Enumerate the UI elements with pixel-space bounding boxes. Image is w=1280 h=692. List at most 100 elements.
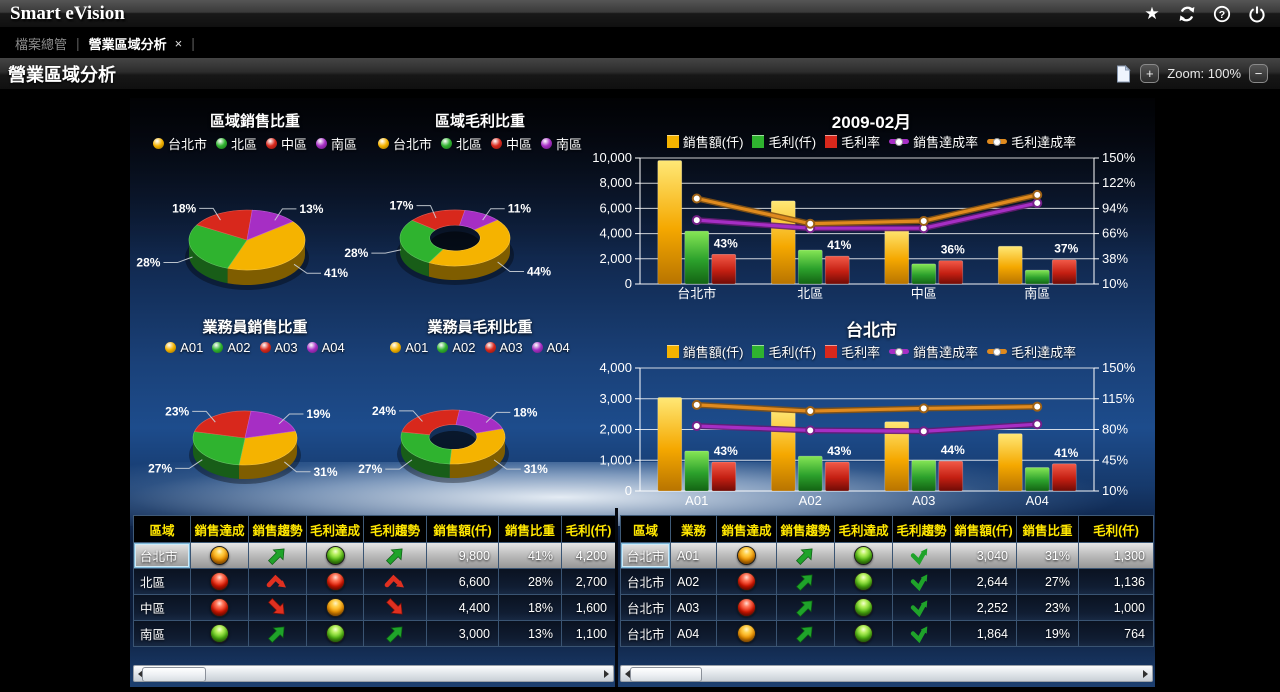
table-row[interactable]: 台北市 9,800 41% 4,200 — [133, 542, 616, 569]
trend-cell — [363, 594, 427, 621]
legend-label: 中區 — [506, 137, 533, 152]
status-ball-green-icon — [854, 598, 873, 617]
value-cell: 1,136 — [1078, 568, 1154, 595]
svg-text:18%: 18% — [513, 405, 537, 419]
table-row[interactable]: 台北市 A03 2,252 23% 1,000 — [620, 594, 1154, 621]
svg-text:8,000: 8,000 — [599, 175, 632, 190]
table-row[interactable]: 南區 3,000 13% 1,100 — [133, 620, 616, 647]
table-row[interactable]: 台北市 A04 1,864 19% 764 — [620, 620, 1154, 647]
legend-label: 毛利(仟) — [768, 345, 817, 360]
status-ball-orange-icon — [737, 624, 756, 643]
trend-cell — [248, 620, 307, 647]
column-header: 銷售額(仟) — [426, 515, 499, 543]
bar-yellow — [997, 433, 1023, 492]
value-cell: 2,252 — [950, 594, 1017, 621]
zoom-in-button[interactable]: + — [1140, 64, 1160, 83]
trend-cell — [776, 620, 835, 647]
trend-cell — [892, 620, 951, 647]
scroll-right-arrow[interactable] — [1139, 666, 1152, 681]
scroll-left-arrow[interactable] — [134, 666, 147, 681]
table-row[interactable]: 北區 6,600 28% 2,700 — [133, 568, 616, 595]
region-summary-table: 區域 銷售達成 銷售趨勢 毛利達成 毛利趨勢 銷售額(仟) 銷售比重 毛利(仟) 台北市 9,80… — [133, 515, 616, 647]
trend-cell — [892, 568, 951, 595]
value-cell: 27% — [1016, 568, 1079, 595]
legend-item: 毛利達成率 — [987, 342, 1076, 361]
status-ball-orange-icon — [210, 546, 229, 565]
legend-dot-icon — [484, 342, 496, 353]
table-row[interactable]: 台北市 A02 2,644 27% 1,136 — [620, 568, 1154, 595]
left-table-scrollbar[interactable] — [133, 665, 614, 682]
right-table-scrollbar[interactable] — [620, 665, 1153, 682]
app-title: Smart eVision — [10, 2, 125, 24]
trend-up-arrow-icon — [796, 548, 813, 565]
scrollbar-thumb[interactable] — [142, 667, 206, 682]
combo-chart-block: 台北市 銷售額(仟) 毛利(仟) 毛利率 銷售達成率 毛利達成率 0 10% 1,000 45% 2… — [588, 302, 1155, 518]
legend-item: A03 — [484, 340, 523, 355]
line-marker — [691, 420, 702, 431]
bar-yellow — [657, 160, 683, 285]
legend-label: A02 — [227, 340, 251, 355]
svg-text:44%: 44% — [941, 443, 965, 457]
zoom-out-button[interactable]: − — [1249, 64, 1268, 83]
svg-text:19%: 19% — [306, 407, 330, 421]
legend-item: A01 — [165, 340, 203, 355]
region-cell: 南區 — [133, 620, 191, 647]
refresh-icon[interactable] — [1178, 5, 1196, 23]
trend-check-arrow-icon — [910, 626, 928, 644]
table-body: 台北市 9,800 41% 4,200 北區 6,600 28% 2,700 中區 4,400 18… — [133, 542, 616, 647]
legend-item: 毛利率 — [825, 132, 880, 151]
pie-chart: 31% 27% 23% 19% — [148, 404, 338, 484]
line-marker — [1032, 198, 1043, 208]
scrollbar-thumb[interactable] — [630, 667, 702, 682]
svg-text:?: ? — [1219, 9, 1225, 21]
legend-item: 銷售額(仟) — [666, 132, 743, 151]
region-cell: 台北市 — [620, 594, 671, 621]
new-page-icon[interactable] — [1114, 64, 1132, 83]
favorite-icon[interactable]: ★ — [1144, 3, 1160, 23]
tab-file-explorer[interactable]: 檔案總管 — [15, 36, 68, 52]
legend-label: 中區 — [281, 137, 308, 152]
chart-title: 2009-02月 — [831, 113, 912, 132]
bar-red — [711, 253, 737, 285]
legend-item: 毛利率 — [825, 342, 880, 361]
legend-item: A04 — [306, 340, 345, 355]
svg-text:150%: 150% — [1102, 360, 1136, 375]
legend-line-icon — [889, 137, 910, 146]
bar-yellow — [770, 409, 796, 492]
legend-dot-icon — [212, 342, 224, 353]
legend-dot-icon — [440, 138, 452, 149]
scroll-right-arrow[interactable] — [600, 666, 613, 681]
tab-close-icon[interactable]: × — [174, 35, 183, 51]
table-row[interactable]: 中區 4,400 18% 1,600 — [133, 594, 616, 621]
legend-dot-icon — [316, 138, 328, 149]
scroll-left-arrow[interactable] — [621, 666, 634, 681]
legend-dot-icon — [259, 342, 271, 353]
header-row: 區域 業務 銷售達成 銷售趨勢 毛利達成 毛利趨勢 銷售額(仟) 銷售比重 毛利(仟) — [620, 515, 1154, 543]
legend-dot-icon — [152, 138, 164, 149]
status-cell — [306, 568, 364, 595]
toolbar-right: + Zoom: 100% − — [1114, 64, 1280, 83]
svg-text:31%: 31% — [524, 462, 548, 476]
legend-item: 台北市 — [377, 134, 432, 153]
value-cell: 13% — [498, 620, 562, 647]
table-row[interactable]: 台北市 A01 3,040 31% 1,300 — [620, 542, 1154, 569]
svg-text:4,000: 4,000 — [599, 226, 632, 241]
value-cell: 19% — [1016, 620, 1079, 647]
column-header: 毛利(仟) — [1078, 515, 1154, 543]
legend-dot-icon — [165, 342, 177, 353]
chart-title: 台北市 — [846, 321, 897, 340]
dashboard-canvas: 區域銷售比重 台北市 北區 中區 南區 41% 28% 18% 13% 區域毛利比重 台北市 北區 中區… — [130, 98, 1155, 687]
power-icon[interactable] — [1248, 5, 1266, 23]
app-header: Smart eVision ★ ? — [0, 0, 1280, 28]
svg-text:6,000: 6,000 — [599, 200, 632, 215]
legend-label: A03 — [499, 340, 523, 355]
svg-text:41%: 41% — [1054, 446, 1078, 460]
tab-sales-region-analysis[interactable]: 營業區域分析 — [88, 36, 167, 52]
region-cell: 台北市 — [133, 542, 191, 569]
column-header: 銷售額(仟) — [950, 515, 1017, 543]
legend-item: 南區 — [541, 134, 582, 153]
pie-chart: 44% 28% 17% 11% — [344, 199, 551, 285]
svg-text:23%: 23% — [165, 404, 189, 418]
legend-label: A02 — [452, 340, 476, 355]
help-icon[interactable]: ? — [1213, 5, 1231, 23]
